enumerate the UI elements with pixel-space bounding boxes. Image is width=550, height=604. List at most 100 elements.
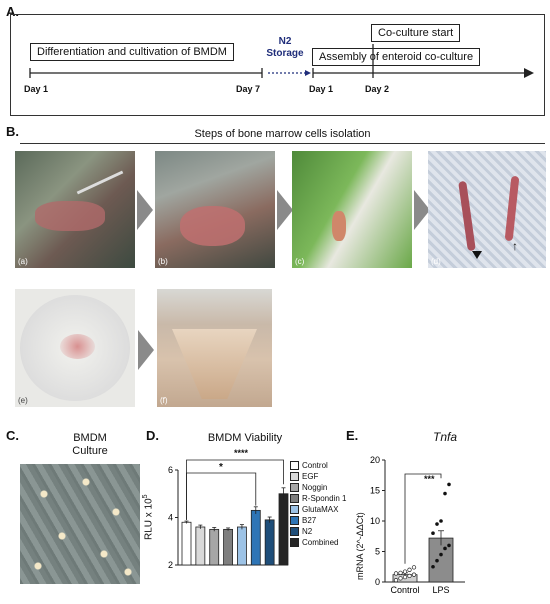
n2-storage-label: N2 Storage <box>265 36 305 60</box>
panel-e-sig-label: *** <box>424 474 435 484</box>
photo-b: (b) <box>155 151 275 268</box>
panel-b-title: Steps of bone marrow cells isolation <box>194 128 371 140</box>
control-point <box>393 571 399 576</box>
legend-label: N2 <box>302 527 313 536</box>
panel-d-letter: D. <box>146 428 159 443</box>
photo-c: (c) <box>292 151 412 268</box>
control-point <box>402 574 408 580</box>
step-arrow-4 <box>138 330 154 370</box>
lps-point <box>439 552 443 557</box>
x-tick-label: Control <box>390 585 419 595</box>
control-point <box>407 567 412 572</box>
panel-d-ylabel-sup: 5 <box>142 494 149 499</box>
triangle-marker-icon <box>472 251 482 259</box>
legend-item-control: Control <box>290 460 346 471</box>
legend-swatch <box>290 483 299 492</box>
bone-2 <box>504 175 520 242</box>
photo-e: (e) <box>15 289 135 407</box>
lps-point <box>431 531 435 535</box>
day2-label: Day 2 <box>365 84 390 94</box>
assembly-box: Assembly of enteroid co-culture <box>312 48 481 66</box>
up-arrow-icon: ↑ <box>512 239 518 253</box>
legend-label: Noggin <box>302 483 328 492</box>
legend-swatch <box>290 538 299 547</box>
sig-long-label: **** <box>234 448 249 458</box>
photo-a: (a) <box>15 151 135 268</box>
y-tick-label: 20 <box>370 455 380 465</box>
legend-item-r-spondin-1: R-Spondin 1 <box>290 493 346 504</box>
legend-label: GlutaMAX <box>302 505 339 514</box>
photo-a-label: (a) <box>18 257 28 266</box>
storage-line-2: Storage <box>266 48 304 59</box>
timeline-frame <box>10 14 545 116</box>
panel-d-title: BMDM Viability <box>207 432 283 444</box>
panel-e-title: Tnfa <box>432 430 457 444</box>
panel-e-letter: E. <box>346 428 359 443</box>
control-point <box>411 572 417 577</box>
legend-label: Control <box>302 461 328 470</box>
control-point <box>407 573 412 579</box>
bar-glutamax <box>237 526 247 566</box>
bar-b27 <box>250 509 261 566</box>
panel-c-letter: C. <box>6 428 19 443</box>
bone-1 <box>458 180 476 252</box>
panel-d-ylabel: RLU x 105 <box>142 494 154 540</box>
legend-item-glutamax: GlutaMAX <box>290 504 346 515</box>
lps-point <box>435 558 439 563</box>
sig-bracket <box>404 473 442 564</box>
tnfa-chart: 0 5 10 15 20 Control LPS <box>370 455 465 595</box>
lps-point <box>447 482 451 487</box>
legend-item-n2: N2 <box>290 526 346 537</box>
photo-e-label: (e) <box>18 396 28 405</box>
lps-point <box>443 546 447 551</box>
photo-d: ↑ (d) <box>428 151 546 268</box>
y-tick-label: 4 <box>168 513 173 523</box>
control-point <box>398 576 403 581</box>
storage-line-1: N2 <box>278 36 292 47</box>
step-arrow-2 <box>277 190 293 230</box>
panel-e-ylabel: mRNA (2^-ΔΔCt) <box>355 512 365 580</box>
panel-a-letter: A. <box>6 4 19 19</box>
lps-point <box>431 564 435 569</box>
legend-item-combined: Combined <box>290 537 346 548</box>
x-tick-label: LPS <box>432 585 449 595</box>
timeline-arrowhead <box>524 68 534 78</box>
day7-label: Day 7 <box>236 84 261 94</box>
step-arrow-3 <box>414 190 430 230</box>
legend-label: B27 <box>302 516 317 525</box>
legend-swatch <box>290 494 299 503</box>
panel-c-title-line2: Culture <box>72 445 108 457</box>
differentiation-box: Differentiation and cultivation of BMDM <box>30 43 234 61</box>
photo-f: (f) <box>157 289 272 407</box>
panel-b-rule <box>20 143 545 144</box>
panel-d-ylabel-text: RLU x 10 <box>143 498 155 540</box>
coculture-start-box: Co-culture start <box>371 24 461 42</box>
sig-bracket-long <box>186 459 284 520</box>
viability-chart: 2 4 6 <box>168 459 289 570</box>
photo-d-label: (d) <box>431 257 441 266</box>
y-tick-label: 10 <box>370 516 380 526</box>
legend-swatch <box>290 505 299 514</box>
viability-legend: Control EGF Noggin R-Spondin 1 GlutaMAX B27 N2… <box>290 460 346 548</box>
step-arrow-1 <box>137 190 153 230</box>
legend-item-b27: B27 <box>290 515 346 526</box>
legend-item-egf: EGF <box>290 471 346 482</box>
photo-f-label: (f) <box>160 396 168 405</box>
legend-swatch <box>290 472 299 481</box>
legend-swatch <box>290 461 299 470</box>
control-point <box>398 570 403 575</box>
y-tick-label: 2 <box>168 560 173 570</box>
panel-c-title-line1: BMDM <box>73 432 107 444</box>
y-tick-label: 0 <box>375 577 380 587</box>
lps-point <box>443 491 447 496</box>
legend-label: EGF <box>302 472 319 481</box>
legend-swatch <box>290 516 299 525</box>
timeline-svg <box>29 44 534 78</box>
control-point <box>393 578 399 583</box>
bar-egf <box>195 526 206 566</box>
legend-label: R-Spondin 1 <box>302 494 347 503</box>
bar-combined <box>278 493 289 566</box>
sig-bracket-short <box>186 472 257 520</box>
legend-swatch <box>290 527 299 536</box>
legend-label: Combined <box>302 538 339 547</box>
